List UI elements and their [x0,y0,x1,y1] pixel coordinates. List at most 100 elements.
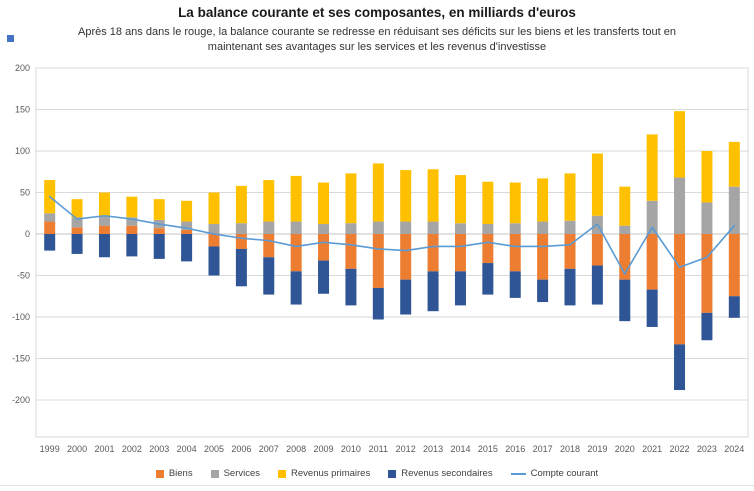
bar-segment-services [564,220,576,234]
bar-segment-revenus-secondaires [263,257,275,295]
x-axis-label: 2016 [505,444,525,454]
x-axis-label: 2009 [314,444,334,454]
x-axis-label: 1999 [40,444,60,454]
bar-segment-biens [126,225,138,234]
bar-segment-revenus-secondaires [591,265,603,305]
chart-legend: Biens Services Revenus primaires Revenus se… [0,468,754,479]
y-axis-label: 150 [15,105,30,115]
bar-segment-revenus-primaires [619,186,631,226]
bar-segment-revenus-primaires [98,192,110,216]
bar-segment-revenus-secondaires [208,246,220,276]
x-axis-label: 2023 [697,444,717,454]
bar-segment-biens [619,234,631,280]
bar-segment-services [263,221,275,234]
bar-segment-services [482,224,494,234]
x-axis-label: 2005 [204,444,224,454]
bar-segment-services [71,217,83,228]
bar-segment-biens [181,229,193,234]
bar-segment-revenus-secondaires [71,234,83,254]
bar-segment-revenus-primaires [591,153,603,216]
bar-segment-revenus-secondaires [701,312,713,341]
bar-segment-revenus-secondaires [564,268,576,306]
bar-segment-biens [345,234,357,269]
x-axis-label: 2018 [560,444,580,454]
legend-label: Services [223,468,261,479]
y-axis-label: -100 [12,312,30,322]
bar-segment-services [44,213,56,222]
x-axis-label: 2010 [341,444,361,454]
x-axis-label: 2017 [533,444,553,454]
x-axis-label: 2011 [369,444,388,454]
bar-segment-revenus-primaires [372,163,384,222]
legend-swatch-icon [388,469,397,478]
legend-item-revenus-primaires: Revenus primaires [278,468,370,479]
x-axis-label: 2007 [259,444,279,454]
bar-segment-services [181,221,193,230]
legend-swatch-icon [210,469,219,478]
x-axis-label: 2001 [94,444,114,454]
x-axis-label: 2019 [587,444,607,454]
bar-segment-revenus-secondaires [509,271,521,298]
bar-segment-biens [235,234,247,249]
y-axis-label: 100 [15,146,30,156]
legend-label: Revenus secondaires [401,468,493,479]
legend-swatch-icon [155,469,164,478]
bar-segment-services [537,221,549,234]
bar-segment-biens [454,234,466,272]
y-axis-label: -50 [17,271,30,281]
legend-item-revenus-secondaires: Revenus secondaires [388,468,493,479]
legend-label: Biens [168,468,193,479]
bar-segment-revenus-primaires [235,185,247,224]
bar-segment-revenus-primaires [509,182,521,224]
bar-segment-services [728,186,740,234]
blue-square-icon [7,35,14,42]
legend-item-services: Services [210,468,261,479]
bar-segment-biens [290,234,302,272]
bar-segment-revenus-primaires [208,192,220,225]
bar-segment-revenus-primaires [263,180,275,222]
bar-segment-biens [71,227,83,234]
bar-segment-biens [44,221,56,234]
x-axis-label: 2002 [122,444,142,454]
x-axis-label: 2014 [450,444,470,454]
y-axis-label: 0 [25,229,30,239]
bar-segment-revenus-primaires [482,181,494,225]
bar-segment-services [674,177,686,234]
bar-segment-services [701,202,713,234]
bar-segment-revenus-secondaires [153,234,165,259]
bar-segment-services [98,215,110,226]
x-axis-label: 2022 [670,444,690,454]
bar-segment-services [427,221,439,234]
bar-segment-biens [98,225,110,234]
bar-segment-revenus-primaires [454,175,466,224]
legend-label: Compte courant [530,468,599,479]
bar-segment-revenus-primaires [400,170,412,222]
x-axis-label: 2000 [67,444,87,454]
bar-segment-revenus-secondaires [318,260,330,294]
bar-segment-biens [646,234,658,290]
bar-segment-revenus-primaires [126,196,138,218]
x-axis-label: 2003 [149,444,169,454]
bar-segment-services [454,223,466,234]
bar-segment-biens [591,234,603,266]
chart-subtitle: Après 18 ans dans le rouge, la balance c… [77,26,676,54]
x-axis-label: 2013 [423,444,443,454]
bar-segment-revenus-primaires [564,173,576,221]
bar-segment-revenus-secondaires [537,279,549,303]
bar-segment-biens [728,234,740,297]
bar-segment-revenus-secondaires [44,234,56,251]
bar-segment-revenus-primaires [701,151,713,203]
bar-segment-biens [482,234,494,264]
bar-segment-revenus-primaires [728,141,740,187]
bar-segment-revenus-secondaires [728,296,740,318]
bar-segment-revenus-primaires [674,111,686,178]
bar-segment-services [509,223,521,234]
bar-segment-biens [701,234,713,313]
legend-item-biens: Biens [155,468,193,479]
bar-segment-revenus-primaires [537,178,549,222]
bottom-divider [0,485,754,486]
bar-segment-services [345,223,357,234]
bar-segment-revenus-secondaires [98,234,110,258]
bar-segment-revenus-secondaires [400,279,412,315]
bar-segment-services [126,217,138,226]
